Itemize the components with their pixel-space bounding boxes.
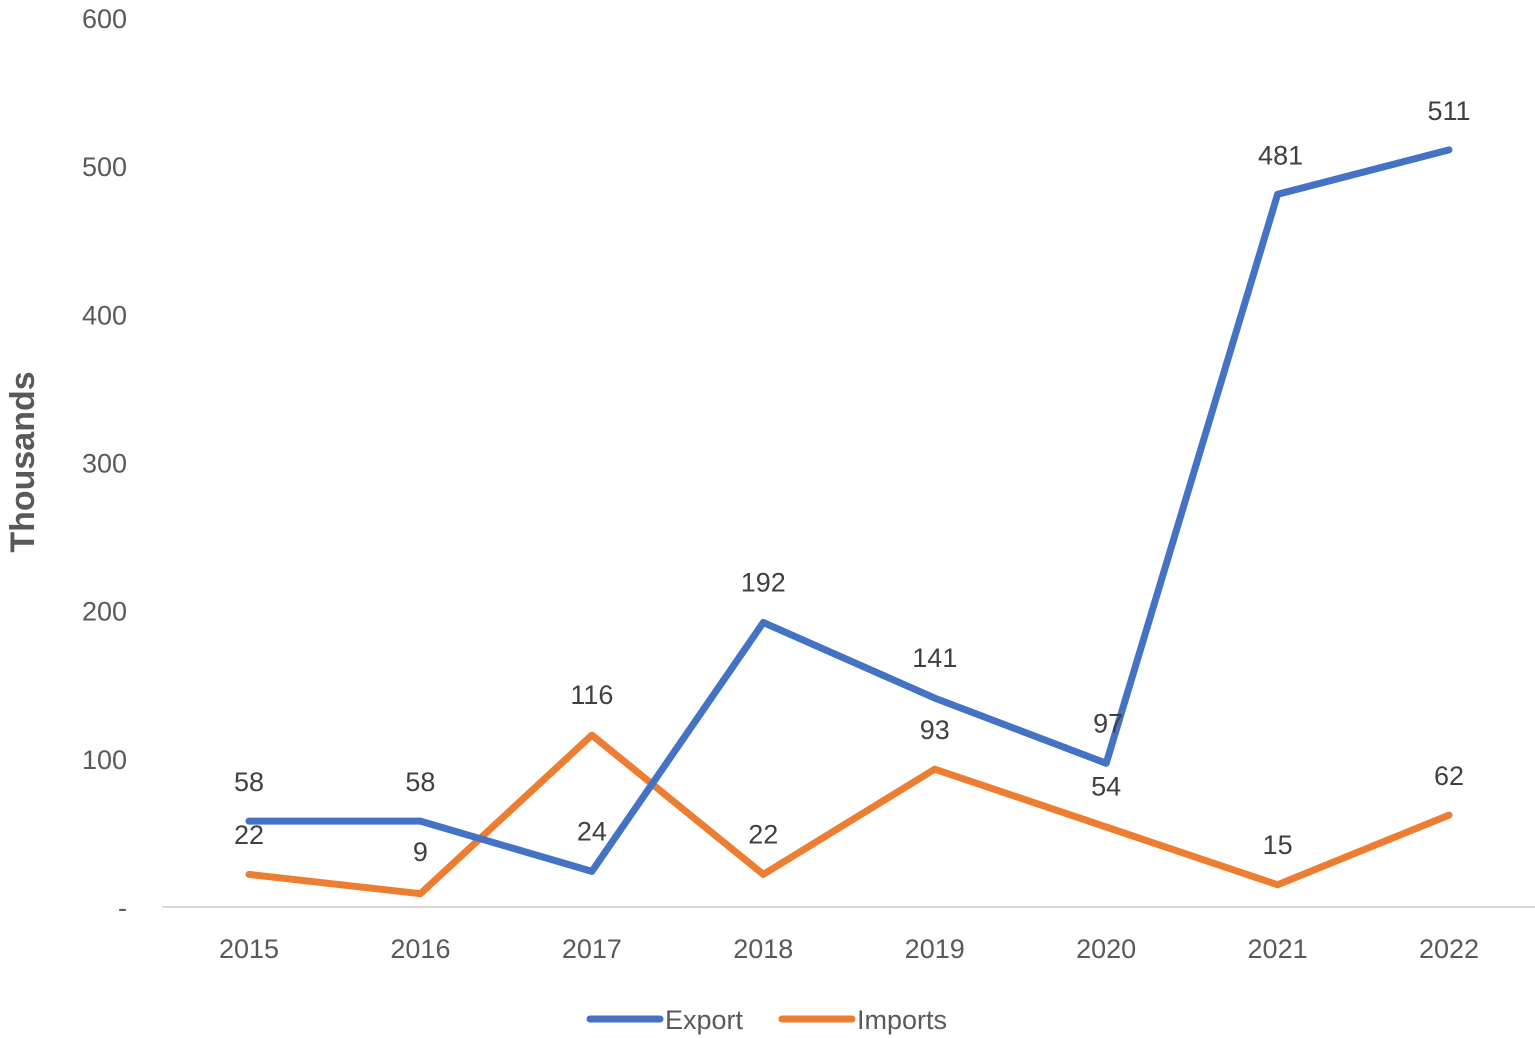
data-label-export: 58 xyxy=(234,767,264,797)
data-label-imports: 93 xyxy=(920,715,950,745)
y-axis-title-group: Thousands xyxy=(4,371,42,552)
data-label-imports: 116 xyxy=(570,680,613,710)
y-tick-label: 100 xyxy=(82,745,127,775)
data-label-imports: 22 xyxy=(234,820,264,850)
y-tick-label: 200 xyxy=(82,597,127,627)
data-label-export: 24 xyxy=(577,816,607,846)
data-labels: 58 58 24 192 141 97 481 511 22 9 116 22 93 54 15 62 xyxy=(234,96,1471,867)
data-label-export: 481 xyxy=(1258,140,1303,170)
data-label-imports: 62 xyxy=(1434,761,1464,791)
data-label-export: 97 xyxy=(1093,708,1123,738)
y-axis-ticks: - 100 200 300 400 500 600 xyxy=(82,4,127,923)
data-label-imports: 54 xyxy=(1091,771,1121,801)
x-tick-label: 2022 xyxy=(1419,934,1479,964)
y-axis-title: Thousands xyxy=(4,371,42,552)
series-line-export xyxy=(245,146,1453,875)
data-label-export: 192 xyxy=(741,568,786,598)
x-tick-label: 2017 xyxy=(562,934,622,964)
x-tick-label: 2018 xyxy=(733,934,793,964)
series-lines xyxy=(245,146,1453,898)
y-tick-label: 400 xyxy=(82,300,127,330)
legend-label-imports: Imports xyxy=(857,1005,947,1035)
x-tick-label: 2016 xyxy=(390,934,450,964)
y-tick-label: 500 xyxy=(82,152,127,182)
legend: Export Imports xyxy=(586,1005,947,1035)
x-tick-label: 2021 xyxy=(1248,934,1308,964)
x-axis-ticks: 2015 2016 2017 2018 2019 2020 2021 2022 xyxy=(219,934,1479,964)
data-label-imports: 9 xyxy=(413,837,428,867)
x-tick-label: 2015 xyxy=(219,934,279,964)
data-label-export: 58 xyxy=(405,767,435,797)
y-tick-label: - xyxy=(118,893,127,923)
y-tick-label: 600 xyxy=(82,4,127,34)
x-tick-label: 2020 xyxy=(1076,934,1136,964)
legend-label-export: Export xyxy=(665,1005,744,1035)
y-tick-label: 300 xyxy=(82,449,127,479)
x-tick-label: 2019 xyxy=(905,934,965,964)
data-label-imports: 15 xyxy=(1263,830,1293,860)
data-label-imports: 22 xyxy=(748,819,778,849)
data-label-export: 141 xyxy=(912,643,957,673)
series-line-imports xyxy=(245,731,1453,898)
data-label-export: 511 xyxy=(1427,96,1470,126)
